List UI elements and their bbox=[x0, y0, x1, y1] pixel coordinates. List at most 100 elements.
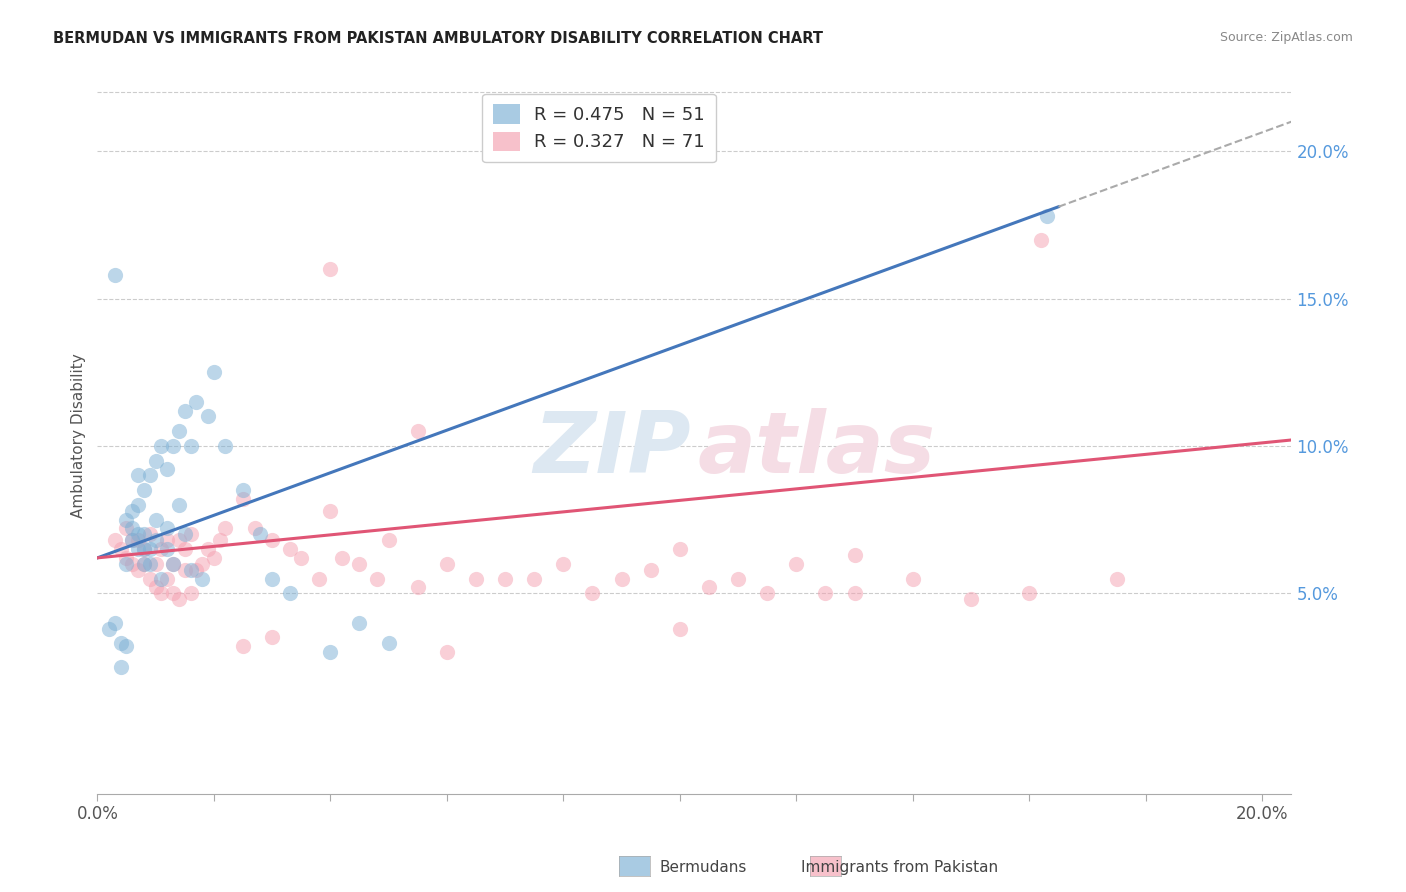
Point bbox=[1018, 586, 1040, 600]
Point bbox=[162, 439, 184, 453]
Point bbox=[167, 498, 190, 512]
Point bbox=[180, 439, 202, 453]
Point bbox=[145, 580, 167, 594]
Point bbox=[104, 533, 127, 548]
Point bbox=[640, 563, 662, 577]
Point bbox=[197, 542, 219, 557]
Point bbox=[156, 533, 179, 548]
Point bbox=[581, 586, 603, 600]
Point bbox=[180, 586, 202, 600]
Point bbox=[173, 542, 195, 557]
Point bbox=[139, 468, 162, 483]
Point bbox=[197, 409, 219, 424]
Point bbox=[406, 580, 429, 594]
Text: BERMUDAN VS IMMIGRANTS FROM PAKISTAN AMBULATORY DISABILITY CORRELATION CHART: BERMUDAN VS IMMIGRANTS FROM PAKISTAN AMB… bbox=[53, 31, 824, 46]
Point bbox=[290, 550, 312, 565]
Y-axis label: Ambulatory Disability: Ambulatory Disability bbox=[72, 353, 86, 518]
Point bbox=[1105, 572, 1128, 586]
Point bbox=[115, 512, 138, 526]
Point bbox=[150, 439, 173, 453]
Point bbox=[756, 586, 779, 600]
Text: Bermudans: Bermudans bbox=[659, 860, 747, 874]
Point bbox=[1036, 209, 1059, 223]
Point bbox=[167, 533, 190, 548]
Point bbox=[127, 542, 149, 557]
Point bbox=[436, 557, 458, 571]
Point bbox=[173, 527, 195, 541]
Point bbox=[191, 572, 214, 586]
Point bbox=[186, 394, 208, 409]
Point bbox=[191, 557, 214, 571]
Point bbox=[150, 586, 173, 600]
Point bbox=[132, 542, 155, 557]
Point bbox=[523, 572, 546, 586]
Point bbox=[844, 586, 866, 600]
Point bbox=[121, 533, 143, 548]
Point bbox=[202, 550, 225, 565]
Point bbox=[319, 645, 342, 659]
Point bbox=[127, 498, 149, 512]
Point bbox=[406, 424, 429, 438]
Point bbox=[232, 483, 254, 497]
Point bbox=[814, 586, 837, 600]
Point bbox=[156, 572, 179, 586]
Point bbox=[180, 527, 202, 541]
Text: atlas: atlas bbox=[697, 409, 936, 491]
Point bbox=[173, 403, 195, 417]
Point bbox=[139, 542, 162, 557]
Point bbox=[214, 521, 236, 535]
Point bbox=[156, 521, 179, 535]
Point bbox=[156, 542, 179, 557]
Point bbox=[278, 542, 301, 557]
Point bbox=[132, 483, 155, 497]
Point bbox=[127, 527, 149, 541]
Point bbox=[669, 542, 692, 557]
Point bbox=[145, 512, 167, 526]
Point bbox=[110, 636, 132, 650]
Point bbox=[262, 533, 284, 548]
Point bbox=[669, 622, 692, 636]
Point bbox=[127, 533, 149, 548]
Point bbox=[330, 550, 353, 565]
Point bbox=[121, 533, 143, 548]
Point bbox=[132, 527, 155, 541]
Point bbox=[127, 563, 149, 577]
Point bbox=[249, 527, 271, 541]
Point bbox=[232, 640, 254, 654]
Point bbox=[132, 557, 155, 571]
Point bbox=[162, 557, 184, 571]
Point bbox=[465, 572, 488, 586]
Point bbox=[145, 533, 167, 548]
Point bbox=[110, 660, 132, 674]
Point bbox=[167, 592, 190, 607]
Point bbox=[262, 572, 284, 586]
Point bbox=[377, 636, 399, 650]
Point bbox=[173, 563, 195, 577]
Point bbox=[208, 533, 231, 548]
Point bbox=[436, 645, 458, 659]
Point bbox=[960, 592, 983, 607]
Legend: R = 0.475   N = 51, R = 0.327   N = 71: R = 0.475 N = 51, R = 0.327 N = 71 bbox=[482, 94, 716, 162]
Point bbox=[494, 572, 516, 586]
Point bbox=[139, 557, 162, 571]
Point bbox=[115, 557, 138, 571]
Point bbox=[121, 521, 143, 535]
Point bbox=[214, 439, 236, 453]
Point bbox=[319, 262, 342, 277]
Point bbox=[308, 572, 330, 586]
Text: Source: ZipAtlas.com: Source: ZipAtlas.com bbox=[1219, 31, 1353, 45]
Point bbox=[349, 615, 371, 630]
Point bbox=[319, 504, 342, 518]
Point bbox=[186, 563, 208, 577]
Point bbox=[98, 622, 121, 636]
Point bbox=[167, 424, 190, 438]
Point bbox=[727, 572, 749, 586]
Point bbox=[115, 550, 138, 565]
Point bbox=[377, 533, 399, 548]
Point bbox=[349, 557, 371, 571]
Text: Immigrants from Pakistan: Immigrants from Pakistan bbox=[801, 860, 998, 874]
Point bbox=[202, 365, 225, 379]
Point bbox=[150, 542, 173, 557]
Point bbox=[132, 542, 155, 557]
Point bbox=[110, 542, 132, 557]
